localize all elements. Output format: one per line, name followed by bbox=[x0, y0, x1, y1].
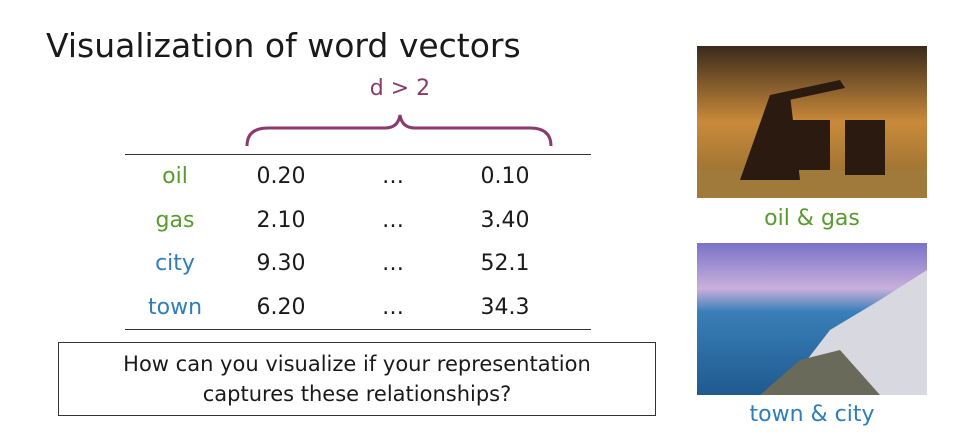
value-cell: 6.20 bbox=[256, 294, 306, 320]
value-cell: 34.3 bbox=[480, 294, 530, 320]
town-image bbox=[697, 243, 927, 395]
title: Visualization of word vectors bbox=[46, 26, 521, 65]
brace-label: d > 2 bbox=[369, 76, 431, 101]
question-box: How can you visualize if your representa… bbox=[58, 342, 656, 416]
value-cell: … bbox=[382, 251, 404, 277]
table-row: city 9.30 … 52.1 bbox=[125, 242, 591, 286]
word-cell: oil bbox=[162, 164, 188, 190]
word-cell: gas bbox=[155, 207, 195, 233]
table-row: oil 0.20 … 0.10 bbox=[125, 155, 591, 199]
word-cell: town bbox=[147, 294, 203, 320]
value-cell: 3.40 bbox=[480, 207, 530, 233]
image-caption: town & city bbox=[749, 402, 875, 427]
table-row: gas 2.10 … 3.40 bbox=[125, 199, 591, 243]
table-row: town 6.20 … 34.3 bbox=[125, 286, 591, 330]
table: oil 0.20 … 0.10 gas 2.10 … 3.40 city 9.30 … 52.1 tow… bbox=[125, 154, 591, 330]
brace bbox=[245, 114, 553, 147]
value-cell: … bbox=[382, 294, 404, 320]
oil-image bbox=[697, 46, 927, 198]
value-cell: 2.10 bbox=[256, 207, 306, 233]
value-cell: … bbox=[382, 164, 404, 190]
value-cell: 0.20 bbox=[256, 164, 306, 190]
value-cell: 0.10 bbox=[480, 164, 530, 190]
word-cell: city bbox=[155, 251, 195, 277]
value-cell: … bbox=[382, 207, 404, 233]
image-caption: oil & gas bbox=[764, 206, 860, 231]
value-cell: 52.1 bbox=[480, 251, 530, 277]
value-cell: 9.30 bbox=[256, 251, 306, 277]
